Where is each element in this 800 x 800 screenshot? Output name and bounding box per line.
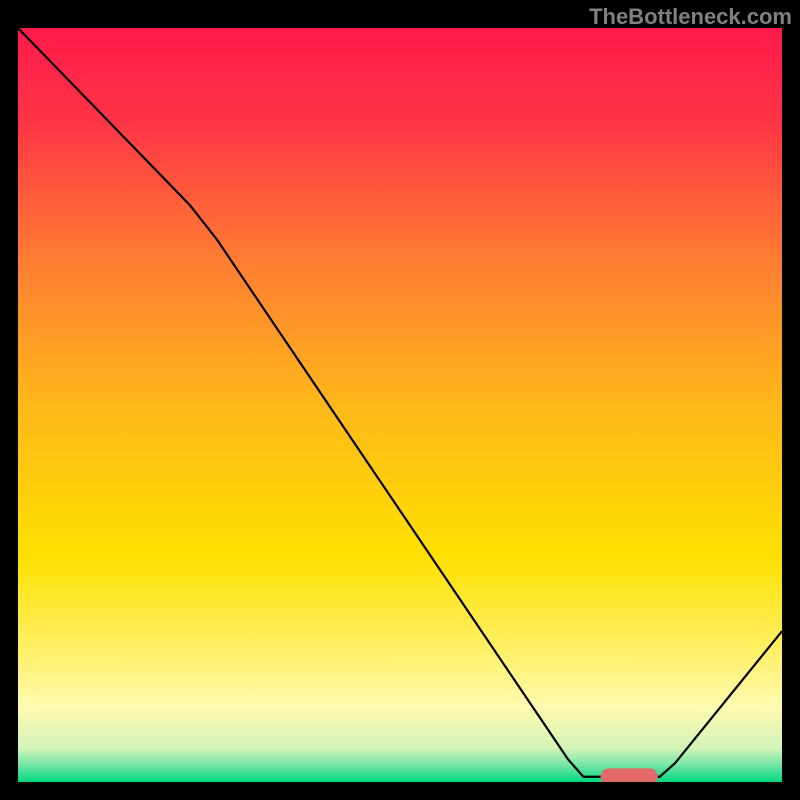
watermark-text: TheBottleneck.com xyxy=(589,4,792,30)
optimum-marker xyxy=(601,768,658,782)
bottleneck-chart xyxy=(18,28,782,782)
chart-svg xyxy=(18,28,782,782)
gradient-background xyxy=(18,28,782,782)
